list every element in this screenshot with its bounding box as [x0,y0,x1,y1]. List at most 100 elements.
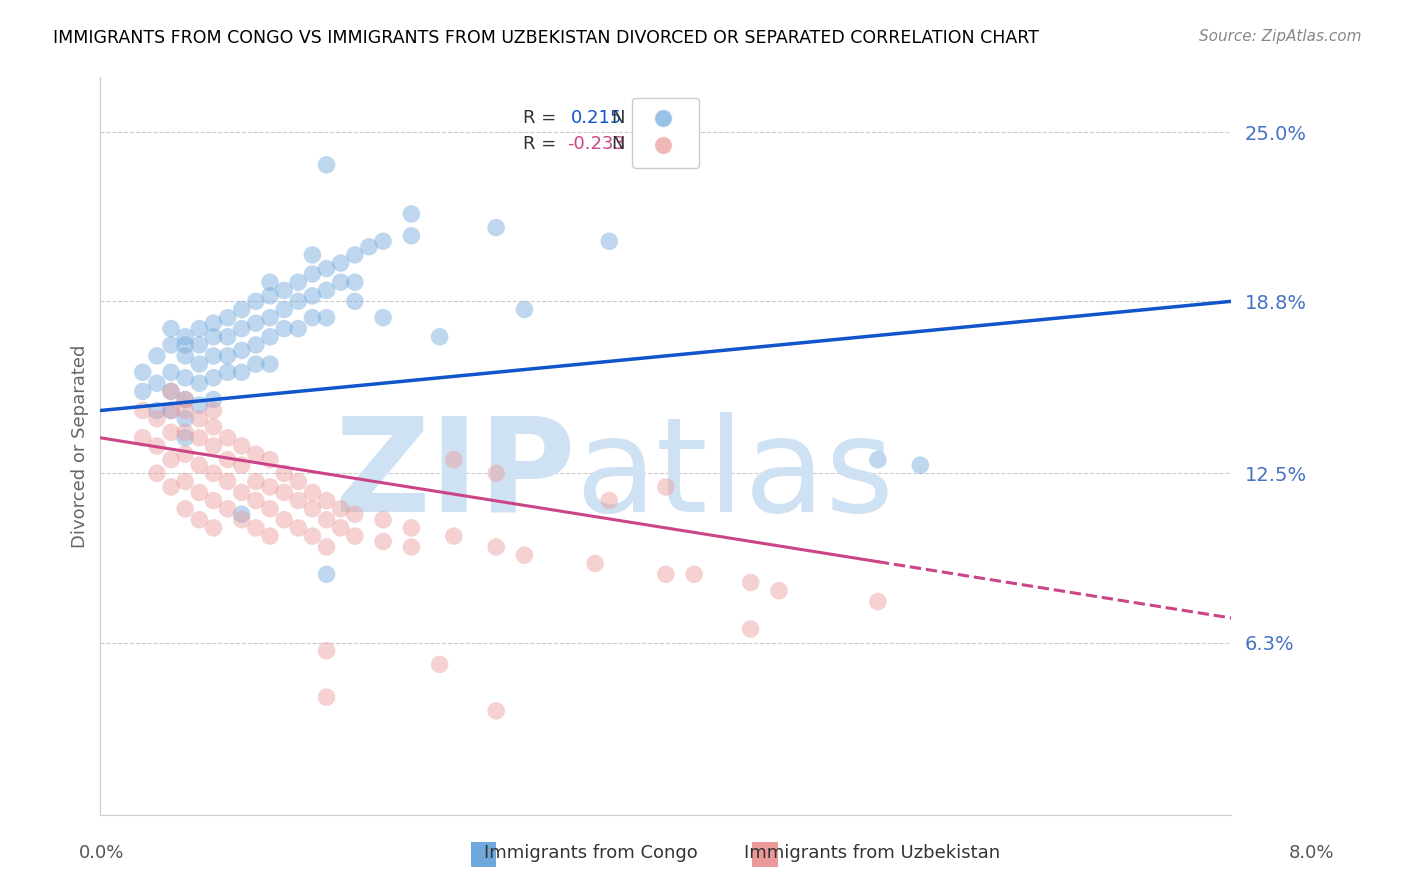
Point [188,431,211,445]
Point [315,284,337,298]
Point [315,261,337,276]
Point [231,365,253,379]
Text: Immigrants from Uzbekistan: Immigrants from Uzbekistan [744,844,1000,862]
Point [259,357,281,371]
Point [146,411,169,425]
Point [273,513,295,527]
Point [371,310,394,325]
Point [146,403,169,417]
Point [357,240,380,254]
Point [174,475,197,489]
Point [315,310,337,325]
Point [513,302,536,317]
Point [683,567,706,582]
Point [287,275,309,289]
Point [485,467,508,481]
Point [301,267,323,281]
Point [174,330,197,344]
Point [301,289,323,303]
Text: atlas: atlas [575,412,894,539]
Point [245,357,267,371]
Point [202,316,225,330]
Point [401,228,423,243]
Point [315,690,337,705]
Point [132,403,155,417]
Point [231,513,253,527]
Point [329,501,352,516]
Text: N =: N = [612,109,645,127]
Point [231,321,253,335]
Point [146,467,169,481]
Text: R =: R = [523,135,557,153]
Point [273,467,295,481]
Point [202,521,225,535]
Text: 0.0%: 0.0% [79,844,124,862]
Point [401,521,423,535]
Point [343,529,366,543]
Point [273,485,295,500]
Point [259,480,281,494]
Point [443,529,465,543]
Point [245,338,267,352]
Point [160,480,183,494]
Point [132,431,155,445]
Point [146,349,169,363]
Point [315,158,337,172]
Point [485,704,508,718]
Point [188,357,211,371]
Point [287,321,309,335]
Text: -0.233: -0.233 [568,135,626,153]
Point [174,425,197,440]
Point [315,567,337,582]
Text: 8.0%: 8.0% [1289,844,1334,862]
Point [343,294,366,309]
Point [910,458,932,472]
Point [513,548,536,562]
Point [429,657,451,672]
Point [160,338,183,352]
Point [174,349,197,363]
Text: R =: R = [523,109,557,127]
Point [287,294,309,309]
Point [259,289,281,303]
Point [273,284,295,298]
Point [217,452,239,467]
Point [329,521,352,535]
Point [202,420,225,434]
Point [301,501,323,516]
Point [146,376,169,391]
Point [259,275,281,289]
Point [485,540,508,554]
Point [174,338,197,352]
Point [188,513,211,527]
Point [160,403,183,417]
Point [315,493,337,508]
Point [343,275,366,289]
Text: Source: ZipAtlas.com: Source: ZipAtlas.com [1198,29,1361,44]
Point [188,338,211,352]
Point [598,234,620,248]
Point [315,513,337,527]
Point [245,316,267,330]
Point [371,534,394,549]
Point [231,343,253,358]
Text: 0.215: 0.215 [571,109,623,127]
Point [202,439,225,453]
Point [245,475,267,489]
Point [329,275,352,289]
Point [174,403,197,417]
Point [132,365,155,379]
Text: Immigrants from Congo: Immigrants from Congo [484,844,697,862]
Point [231,439,253,453]
Point [485,220,508,235]
Point [174,370,197,384]
Point [202,493,225,508]
Point [259,452,281,467]
Point [160,365,183,379]
Point [217,310,239,325]
Point [174,392,197,407]
Point [245,294,267,309]
Point [315,644,337,658]
Point [287,493,309,508]
Point [217,349,239,363]
